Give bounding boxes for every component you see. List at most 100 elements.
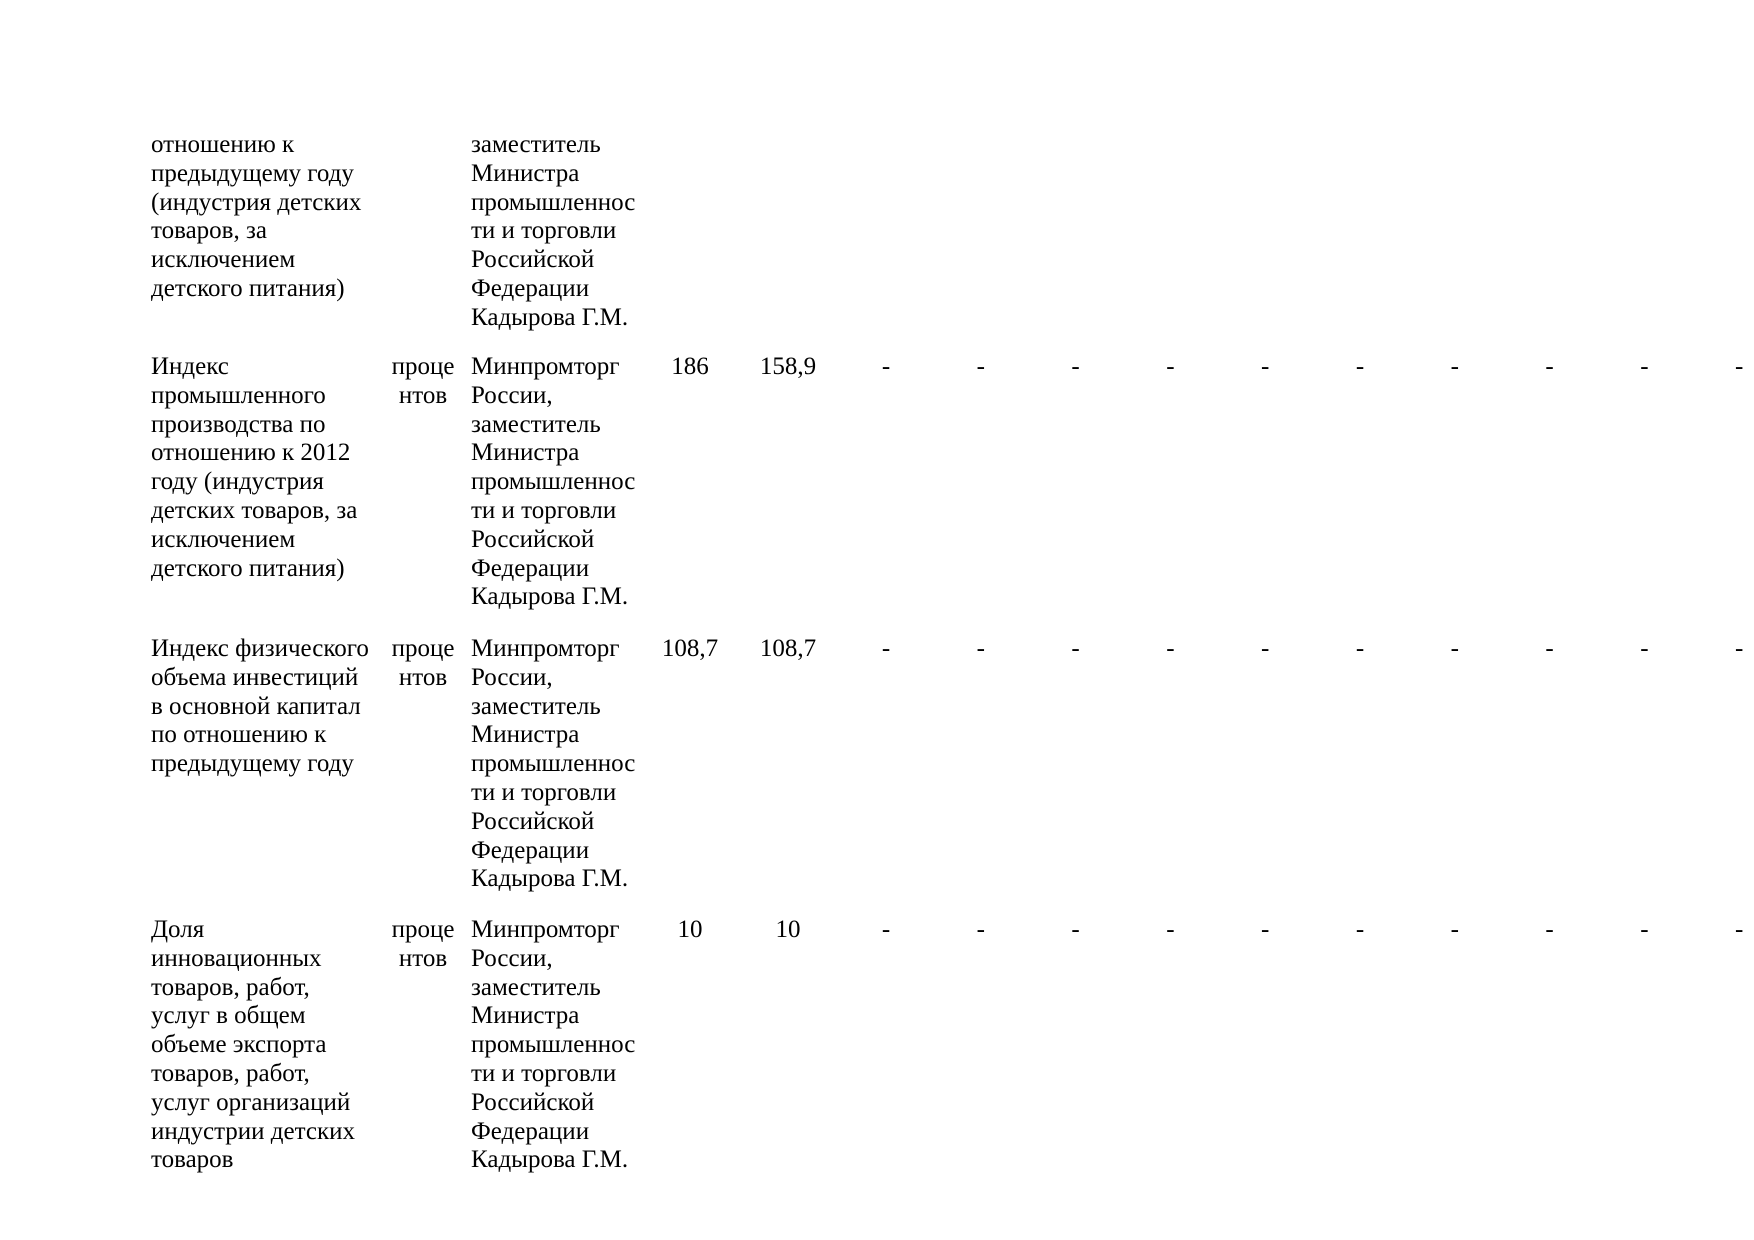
indicator-name-line: производства по xyxy=(151,410,326,438)
responsible-cell-line: Федерации xyxy=(471,554,590,582)
empty-value-dash: - xyxy=(1166,916,1175,943)
indicator-name-line: объема инвестиций xyxy=(151,663,359,691)
indicator-name-line: товаров, работ, xyxy=(151,973,310,1001)
indicator-name-line: детского питания) xyxy=(151,554,345,582)
indicator-name: Индекс физического объема инвестиций в осн… xyxy=(151,635,369,779)
indicator-name-line: исключением xyxy=(151,246,296,274)
empty-value-dash: - xyxy=(1166,635,1175,662)
indicator-name-line: в основной капитал xyxy=(151,692,361,720)
responsible-cell-line: Федерации xyxy=(471,836,590,864)
empty-value-dash: - xyxy=(881,635,891,662)
empty-value-dash: - xyxy=(1355,353,1365,380)
empty-value-dash: - xyxy=(1355,635,1365,662)
empty-value-dash: - xyxy=(1735,635,1744,662)
responsible-cell: Минпромторг России, заместитель Министра про… xyxy=(471,916,635,1175)
empty-value-dash: - xyxy=(881,353,891,380)
indicator-name-line: товаров xyxy=(151,1146,234,1174)
value-2: 108,7 xyxy=(759,635,817,662)
responsible-cell-line: ти и торговли xyxy=(471,1059,617,1087)
responsible-cell-line: Федерации xyxy=(471,1117,590,1145)
responsible-cell-line: Минпромторг xyxy=(471,916,620,943)
indicator-name-line: отношению к 2012 xyxy=(151,439,351,467)
responsible-cell-line: Российской xyxy=(471,525,595,553)
responsible-cell-line: Министра xyxy=(471,439,580,467)
responsible-cell-line: Кадырова Г.М. xyxy=(471,303,629,331)
empty-value-dash: - xyxy=(1450,635,1459,662)
empty-value-dash: - xyxy=(1450,353,1459,380)
responsible-cell-line: Кадырова Г.М. xyxy=(471,583,629,611)
responsible-cell-line: Российской xyxy=(471,807,595,835)
unit-cell-line: проце xyxy=(391,916,455,943)
responsible-cell-line: Российской xyxy=(471,246,595,274)
value-2: 158,9 xyxy=(759,353,817,380)
responsible-cell-line: Кадырова Г.М. xyxy=(471,1146,629,1174)
responsible-cell-line: заместитель xyxy=(471,410,601,438)
responsible-cell-line: ти и торговли xyxy=(471,217,617,245)
indicator-name-line: исключением xyxy=(151,525,296,553)
empty-value-dash: - xyxy=(976,353,985,380)
indicator-name-line: детского питания) xyxy=(151,274,345,302)
empty-value-dash: - xyxy=(1545,353,1554,380)
indicator-name-line: Индекс xyxy=(151,353,229,380)
responsible-cell-line: промышленнос xyxy=(471,188,636,216)
empty-value-dash: - xyxy=(1071,635,1080,662)
responsible-cell-line: заместитель xyxy=(471,973,601,1001)
responsible-cell-line: Минпромторг xyxy=(471,635,620,662)
indicator-name-line: предыдущему году xyxy=(151,750,354,778)
indicator-name-line: товаров, работ, xyxy=(151,1059,310,1087)
indicator-name-line: отношению к xyxy=(151,131,295,158)
responsible-cell: Минпромторг России, заместитель Министра про… xyxy=(471,635,635,894)
responsible-cell-line: ти и торговли xyxy=(471,778,617,806)
responsible-cell-line: ти и торговли xyxy=(471,496,617,524)
empty-value-dash: - xyxy=(1071,353,1080,380)
responsible-cell-line: заместитель xyxy=(471,131,601,158)
indicator-name-line: индустрии детских xyxy=(151,1117,355,1145)
empty-value-dash: - xyxy=(1735,916,1744,943)
indicator-name-line: товаров, за xyxy=(151,217,267,245)
responsible-cell-line: Министра xyxy=(471,1002,580,1030)
empty-value-dash: - xyxy=(976,635,985,662)
empty-value-dash: - xyxy=(1545,635,1554,662)
unit-cell: проце нтов xyxy=(388,916,458,974)
responsible-cell: Минпромторг России, заместитель Министра про… xyxy=(471,353,635,612)
empty-value-dash: - xyxy=(1640,635,1649,662)
indicator-name-line: по отношению к xyxy=(151,721,327,749)
unit-cell-line: проце xyxy=(391,353,455,380)
responsible-cell-line: Минпромторг xyxy=(471,353,620,380)
responsible-cell-line: заместитель xyxy=(471,692,601,720)
empty-value-dash: - xyxy=(1261,635,1270,662)
empty-value-dash: - xyxy=(881,916,891,943)
responsible-cell-line: Кадырова Г.М. xyxy=(471,865,629,893)
empty-value-dash: - xyxy=(1166,353,1175,380)
responsible-cell: заместитель Министра промышленнос ти и торг… xyxy=(471,131,635,333)
indicator-name: отношению к предыдущему году (индустрия де… xyxy=(151,131,361,304)
responsible-cell-line: России, xyxy=(471,381,553,409)
empty-value-dash: - xyxy=(1640,916,1649,943)
empty-value-dash: - xyxy=(1261,353,1270,380)
unit-cell-line: нтов xyxy=(398,944,448,972)
indicator-name-line: Доля xyxy=(151,916,205,943)
indicator-name-line: объеме экспорта xyxy=(151,1031,327,1059)
unit-cell: проце нтов xyxy=(388,635,458,693)
unit-cell-line: проце xyxy=(391,635,455,662)
responsible-cell-line: Министра xyxy=(471,159,580,187)
empty-value-dash: - xyxy=(1355,916,1365,943)
responsible-cell-line: промышленнос xyxy=(471,1031,636,1059)
indicator-name-line: инновационных xyxy=(151,944,322,972)
responsible-cell-line: Российской xyxy=(471,1088,595,1116)
empty-value-dash: - xyxy=(1261,916,1270,943)
indicator-name-line: услуг организаций xyxy=(151,1088,351,1116)
responsible-cell-line: промышленнос xyxy=(471,750,636,778)
responsible-cell-line: России, xyxy=(471,663,553,691)
indicator-name: Доля инновационных товаров, работ, услуг в … xyxy=(151,916,355,1175)
responsible-cell-line: Федерации xyxy=(471,274,590,302)
empty-value-dash: - xyxy=(1545,916,1554,943)
empty-value-dash: - xyxy=(976,916,985,943)
indicator-name-line: предыдущему году xyxy=(151,159,354,187)
empty-value-dash: - xyxy=(1640,353,1649,380)
indicator-name-line: году (индустрия xyxy=(151,468,324,496)
value-1: 10 xyxy=(677,916,703,943)
empty-value-dash: - xyxy=(1071,916,1080,943)
indicator-name-line: промышленного xyxy=(151,381,326,409)
indicator-name-line: детских товаров, за xyxy=(151,496,358,524)
